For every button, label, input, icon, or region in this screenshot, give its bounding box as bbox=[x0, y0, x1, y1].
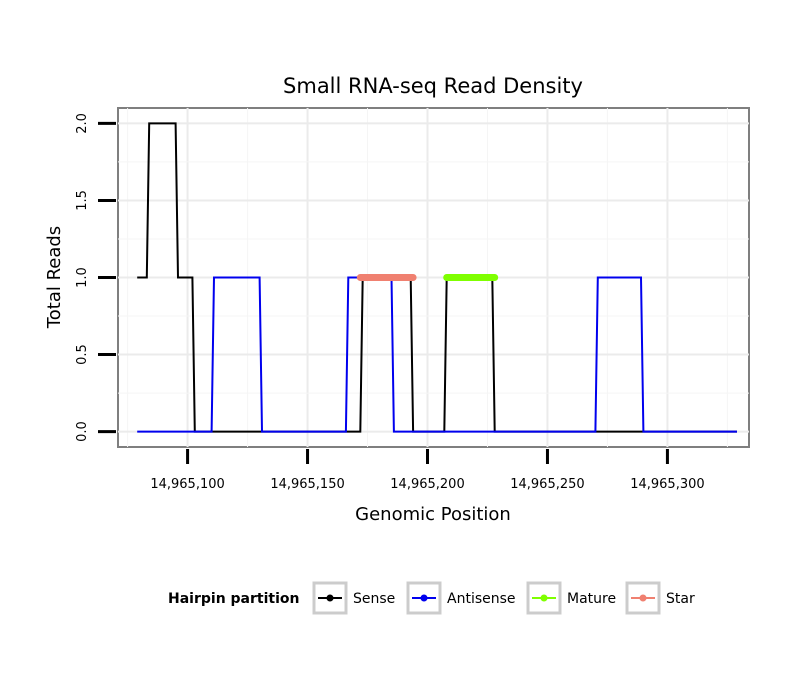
x-axis-title: Genomic Position bbox=[355, 504, 511, 525]
x-tick-label: 14,965,100 bbox=[150, 477, 224, 492]
x-tick-label: 14,965,250 bbox=[510, 477, 584, 492]
legend-key-antisense bbox=[406, 581, 442, 615]
x-tick-label: 14,965,200 bbox=[390, 477, 464, 492]
series-layer bbox=[137, 122, 737, 433]
y-tick-label: 1.0 bbox=[75, 267, 90, 288]
legend-title: Hairpin partition bbox=[168, 591, 299, 607]
legend-label-antisense: Antisense bbox=[447, 591, 516, 607]
legend-key-dot bbox=[639, 594, 647, 602]
x-tick-label: 14,965,300 bbox=[630, 477, 704, 492]
legend-key-star bbox=[625, 581, 661, 615]
legend-key-sense bbox=[312, 581, 348, 615]
x-tick-label: 14,965,150 bbox=[270, 477, 344, 492]
y-tick-label: 1.5 bbox=[75, 190, 90, 211]
y-tick-label: 0.5 bbox=[75, 344, 90, 365]
y-axis-title: Total Reads bbox=[44, 226, 65, 329]
legend: Hairpin partition Sense Antisense Mature St… bbox=[168, 581, 695, 615]
legend-key-mature bbox=[526, 581, 562, 615]
legend-label-star: Star bbox=[666, 591, 695, 607]
axis-ticks: 14,965,100 14,965,150 14,965,200 14,965,250… bbox=[75, 113, 705, 492]
grid-lines bbox=[118, 108, 749, 447]
y-tick-label: 0.0 bbox=[75, 421, 90, 442]
y-tick-label: 2.0 bbox=[75, 113, 90, 134]
legend-label-mature: Mature bbox=[567, 591, 616, 607]
legend-key-dot bbox=[326, 594, 334, 602]
chart-title: Small RNA-seq Read Density bbox=[283, 74, 583, 98]
legend-label-sense: Sense bbox=[353, 591, 395, 607]
legend-key-dot bbox=[540, 594, 548, 602]
legend-key-dot bbox=[420, 594, 428, 602]
